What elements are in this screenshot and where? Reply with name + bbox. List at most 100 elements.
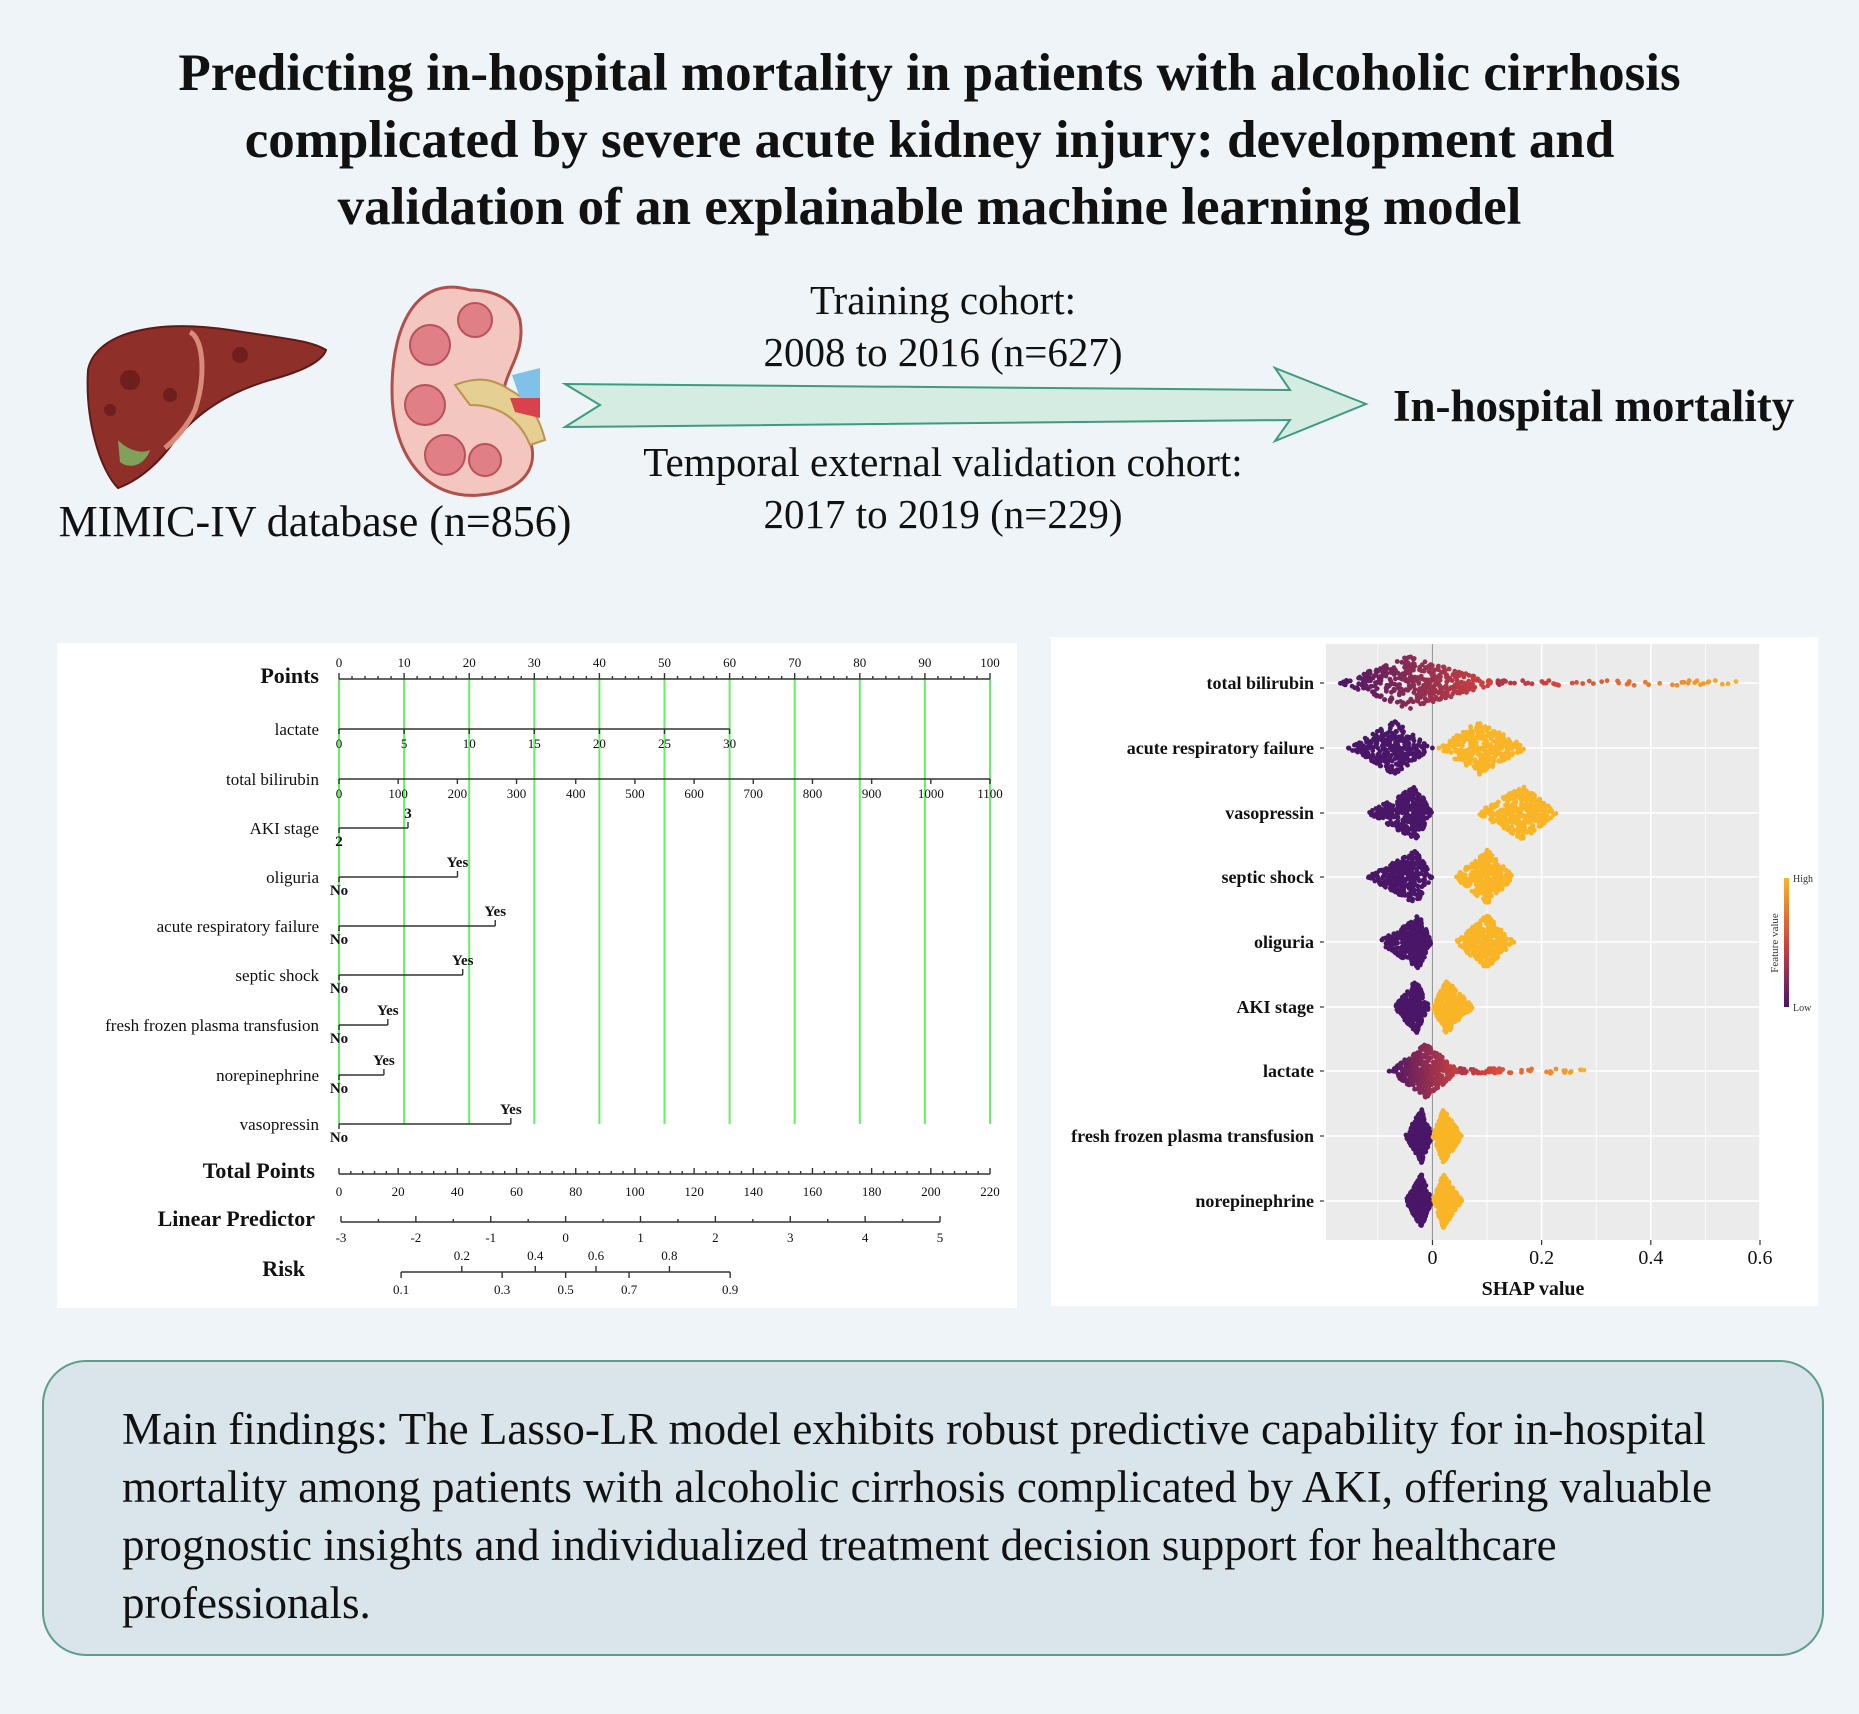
shap-point xyxy=(1410,1077,1416,1082)
shap-point xyxy=(1406,668,1412,674)
shap-point xyxy=(1447,1064,1453,1070)
shap-point xyxy=(1526,820,1532,825)
risk-tick-label: 0.7 xyxy=(621,1282,638,1297)
shap-point xyxy=(1482,884,1488,890)
shap-point xyxy=(1438,689,1444,694)
shap-point xyxy=(1475,745,1481,751)
shap-point xyxy=(1376,753,1382,759)
shap-point xyxy=(1510,831,1515,836)
shap-point xyxy=(1498,742,1503,747)
shap-point xyxy=(1408,698,1413,703)
shap-point xyxy=(1521,784,1527,790)
shap-point xyxy=(1419,1067,1425,1072)
shap-point xyxy=(1473,922,1479,928)
shap-point xyxy=(1411,753,1417,759)
total-points-label: Total Points xyxy=(203,1158,316,1183)
shap-point xyxy=(1418,944,1424,949)
shap-point xyxy=(1416,827,1422,832)
shap-point xyxy=(1405,736,1411,742)
shap-point xyxy=(1366,875,1371,880)
shap-point xyxy=(1481,747,1487,753)
shap-point xyxy=(1384,753,1390,759)
shap-point xyxy=(1482,866,1488,872)
shap-point xyxy=(1414,933,1419,939)
variable-label: fresh frozen plasma transfusion xyxy=(105,1016,319,1035)
linear-predictor-tick-label: -2 xyxy=(410,1230,421,1245)
shap-point xyxy=(1430,699,1436,705)
shap-point xyxy=(1549,808,1555,814)
level-label-low: No xyxy=(330,981,348,997)
shap-point xyxy=(1385,760,1391,766)
shap-point xyxy=(1464,750,1470,756)
shap-point xyxy=(1479,926,1485,932)
shap-point xyxy=(1382,869,1387,875)
shap-point xyxy=(1491,733,1497,738)
shap-point xyxy=(1355,687,1361,692)
shap-point xyxy=(1424,1053,1430,1058)
shap-point xyxy=(1444,1059,1449,1065)
shap-point xyxy=(1460,1010,1466,1016)
shap-point xyxy=(1393,676,1398,682)
shap-point xyxy=(1591,681,1596,686)
shap-point xyxy=(1393,885,1399,890)
shap-point xyxy=(1646,682,1651,688)
shap-point xyxy=(1520,813,1526,818)
shap-point xyxy=(1413,835,1419,841)
shap-point xyxy=(1424,806,1430,811)
shap-point xyxy=(1378,758,1384,764)
shap-point xyxy=(1403,926,1409,932)
training-cohort-range: 2008 to 2016 (n=627) xyxy=(763,329,1123,375)
shap-point xyxy=(1406,1013,1412,1018)
shap-point xyxy=(1467,745,1473,751)
shap-point xyxy=(1542,817,1548,823)
arrow-right-icon xyxy=(561,365,1369,444)
shap-point xyxy=(1539,821,1544,827)
shap-point xyxy=(1412,687,1418,692)
shap-point xyxy=(1483,862,1488,868)
level-label-high: Yes xyxy=(500,1102,522,1118)
shap-point xyxy=(1415,801,1421,807)
shap-point xyxy=(1409,817,1415,822)
shap-point xyxy=(1529,681,1535,687)
shap-point xyxy=(1367,671,1373,676)
shap-point xyxy=(1377,880,1382,886)
total-points-tick-label: 100 xyxy=(625,1184,645,1199)
shap-point xyxy=(1482,766,1487,772)
shap-point xyxy=(1395,952,1401,958)
points-tick-label: 70 xyxy=(788,655,801,670)
shap-point xyxy=(1580,681,1586,686)
variable-tick-label: 300 xyxy=(507,786,527,801)
shap-point xyxy=(1341,681,1347,687)
shap-point xyxy=(1541,807,1547,813)
shap-point xyxy=(1394,878,1400,884)
shap-point xyxy=(1516,826,1521,831)
linear-predictor-tick-label: 4 xyxy=(862,1230,869,1245)
shap-point xyxy=(1413,850,1418,856)
shap-point xyxy=(1464,934,1470,939)
points-axis-label: Points xyxy=(260,663,319,688)
shap-point xyxy=(1615,678,1620,684)
shap-point xyxy=(1363,752,1369,758)
shap-point xyxy=(1489,959,1494,964)
shap-point xyxy=(1514,745,1520,750)
shap-point xyxy=(1403,740,1409,745)
shap-point xyxy=(1520,678,1526,684)
shap-point xyxy=(1366,743,1372,749)
total-points-tick-label: 120 xyxy=(684,1184,704,1199)
variable-tick-label: 0 xyxy=(336,786,343,801)
shap-point xyxy=(1504,936,1510,942)
variable-tick-label: 25 xyxy=(658,736,671,751)
shap-point xyxy=(1494,740,1500,746)
shap-point xyxy=(1447,686,1452,692)
shap-point xyxy=(1541,680,1547,686)
shap-point xyxy=(1599,679,1605,685)
variable-tick-label: 800 xyxy=(803,786,823,801)
shap-point xyxy=(1392,1065,1398,1071)
shap-point xyxy=(1462,938,1468,943)
shap-point xyxy=(1391,687,1397,693)
shap-point xyxy=(1578,1067,1583,1073)
variable-tick-label: 15 xyxy=(528,736,541,751)
shap-point xyxy=(1534,806,1539,812)
shap-point xyxy=(1375,669,1381,674)
